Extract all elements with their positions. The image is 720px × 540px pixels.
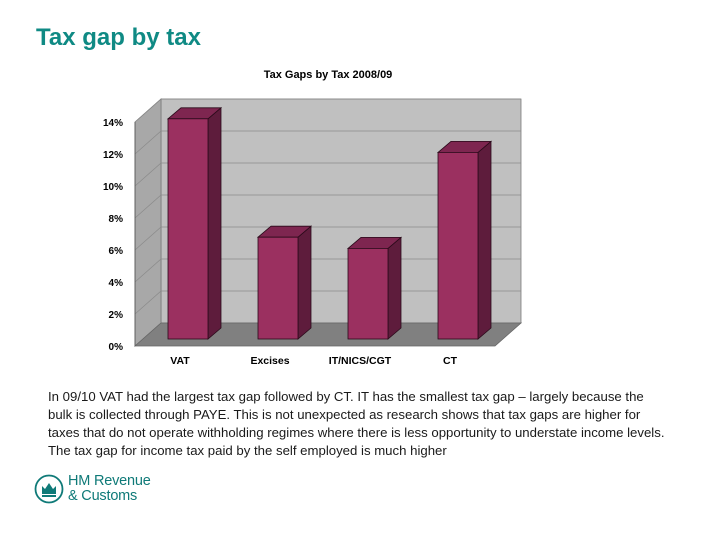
bar-side	[387, 236, 402, 340]
gridline	[134, 98, 521, 123]
chart-side-wall	[134, 98, 162, 347]
bar-side	[477, 140, 492, 340]
y-tick-label: 2%	[109, 310, 124, 321]
bar	[437, 152, 479, 340]
chart-title: Tax Gaps by Tax 2008/09	[264, 69, 393, 81]
tax-gap-chart: Tax Gaps by Tax 2008/09 0% 2% 4% 6% 8% 10% 12%…	[103, 69, 523, 367]
x-tick-label: Excises	[250, 355, 289, 367]
y-tick-label: 6%	[109, 246, 124, 257]
bar	[167, 118, 209, 340]
chart-floor	[133, 322, 523, 347]
x-tick-label: CT	[443, 355, 458, 367]
hmrc-logo: HM Revenue & Customs	[34, 474, 151, 504]
crown-emblem-icon	[34, 474, 64, 504]
x-tick-label: VAT	[170, 355, 190, 367]
y-tick-label: 10%	[103, 182, 123, 193]
y-tick-label: 0%	[109, 342, 124, 353]
logo-line-1: HM Revenue	[68, 473, 151, 489]
y-tick-label: 12%	[103, 150, 123, 161]
body-paragraph: In 09/10 VAT had the largest tax gap fol…	[48, 389, 665, 458]
bar	[347, 247, 389, 340]
x-tick-label: IT/NICS/CGT	[329, 355, 392, 367]
y-tick-label: 14%	[103, 118, 123, 129]
bar-side	[207, 106, 222, 340]
gridline	[134, 226, 521, 251]
y-tick-label: 4%	[109, 278, 124, 289]
gridline	[134, 194, 521, 219]
y-tick-label: 8%	[109, 214, 124, 225]
gridline	[134, 162, 521, 187]
slide-title: Tax gap by tax	[36, 24, 201, 51]
bar-side	[297, 225, 312, 340]
gridline	[134, 130, 521, 155]
bar	[257, 236, 299, 340]
logo-line-2: & Customs	[68, 488, 138, 504]
